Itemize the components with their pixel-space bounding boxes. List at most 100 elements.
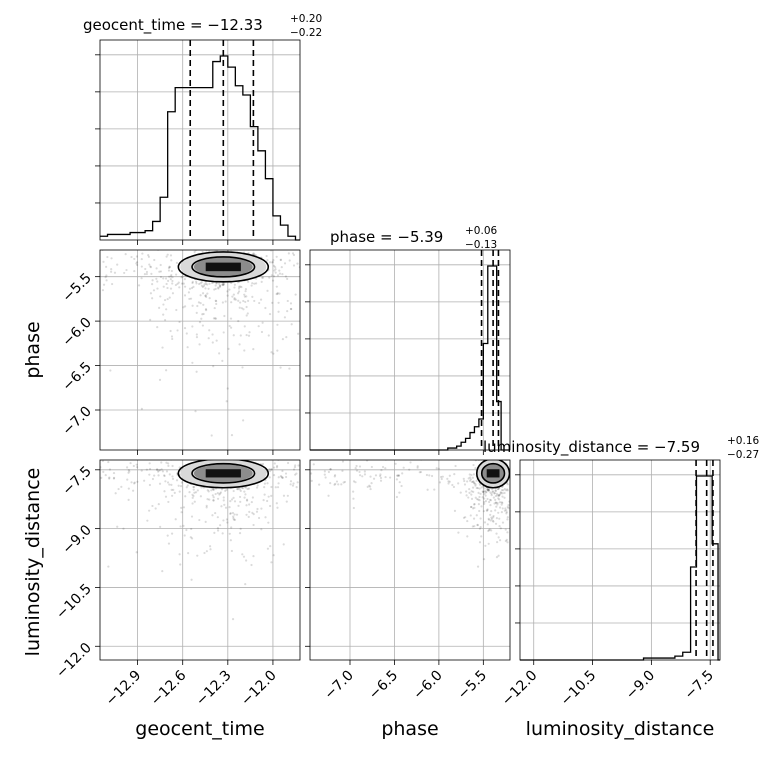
scatter-point [167, 500, 170, 504]
scatter-point [433, 488, 436, 491]
scatter-point [137, 284, 141, 287]
scatter-point [168, 296, 171, 299]
scatter-point [129, 461, 132, 465]
scatter-point [149, 265, 152, 268]
scatter-point [395, 478, 398, 481]
scatter-point [248, 331, 251, 334]
scatter-point [471, 476, 474, 479]
scatter-point [212, 496, 215, 499]
scatter-point [526, 508, 528, 510]
scatter-point [465, 490, 468, 493]
scatter-point [238, 285, 241, 288]
scatter-point [270, 468, 273, 471]
scatter-point [229, 454, 231, 456]
scatter-point [284, 472, 288, 475]
scatter-point [233, 518, 237, 521]
scatter-point [191, 493, 194, 496]
scatter-point [191, 502, 194, 505]
scatter-point [282, 494, 286, 497]
scatter-point [158, 306, 161, 309]
scatter-point [240, 307, 243, 310]
scatter-point [237, 290, 241, 293]
scatter-point [232, 456, 234, 458]
scatter-point [505, 538, 508, 541]
scatter-point [257, 516, 261, 520]
scatter-point [243, 496, 246, 499]
scatter-point [140, 407, 143, 410]
scatter-point [188, 297, 191, 301]
scatter-point [193, 500, 196, 503]
scatter-point [253, 299, 256, 303]
scatter-point [497, 511, 500, 514]
scatter-point [463, 483, 467, 486]
scatter-point [492, 516, 495, 519]
scatter-point [148, 462, 151, 465]
scatter-point [489, 491, 492, 494]
scatter-point [195, 370, 198, 373]
scatter-point [218, 282, 221, 285]
scatter-point [179, 485, 183, 488]
scatter-point [107, 460, 110, 464]
scatter-point [133, 481, 136, 484]
xtick-label-geocent_time: −12.3 [193, 668, 235, 710]
scatter-point [435, 467, 438, 470]
scatter-point [277, 301, 280, 304]
scatter-point [370, 482, 373, 485]
scatter-point [506, 516, 509, 519]
scatter-point [506, 541, 509, 544]
scatter-point [472, 517, 476, 520]
scatter-point [281, 476, 284, 479]
scatter-point [272, 466, 276, 469]
xlabel-luminosity-distance: luminosity_distance [526, 718, 715, 740]
scatter-point [366, 485, 369, 488]
scatter-point [130, 255, 133, 259]
scatter-point [515, 484, 517, 486]
scatter-point [188, 287, 192, 290]
scatter-point [208, 297, 211, 300]
scatter-point [266, 499, 269, 503]
scatter-point [270, 351, 273, 354]
scatter-point [350, 457, 352, 459]
scatter-point [478, 499, 481, 502]
scatter-point [239, 500, 242, 503]
scatter-point [222, 519, 225, 522]
scatter-point [422, 445, 424, 447]
scatter-point [462, 477, 465, 480]
scatter-point [482, 510, 485, 513]
scatter-point [285, 241, 287, 243]
scatter-point [222, 283, 225, 286]
scatter-point [490, 492, 493, 495]
scatter-point [175, 261, 179, 264]
scatter-point [223, 503, 226, 506]
scatter-point [273, 462, 276, 465]
scatter-point [270, 468, 273, 471]
scatter-point [182, 506, 186, 509]
scatter-point [176, 282, 179, 286]
scatter-point [522, 477, 524, 479]
scatter-point [249, 452, 251, 454]
scatter-point [472, 480, 475, 483]
xtick-label-geocent_time: −12.6 [148, 667, 190, 709]
scatter-point [224, 300, 227, 303]
scatter-point [261, 276, 265, 279]
scatter-point [203, 283, 206, 286]
scatter-point [230, 434, 234, 437]
scatter-point [279, 366, 282, 369]
scatter-point [453, 509, 457, 512]
scatter-point [490, 494, 493, 497]
scatter-point [238, 532, 242, 535]
scatter-point [241, 487, 245, 490]
scatter-point [474, 496, 477, 499]
scatter-point [291, 484, 295, 487]
scatter-point [395, 495, 399, 499]
scatter-point [512, 500, 514, 502]
scatter-point [178, 320, 181, 324]
scatter-point [239, 489, 242, 493]
scatter-point [473, 481, 476, 485]
scatter-point [218, 284, 222, 287]
scatter-point [346, 486, 348, 488]
scatter-point [167, 244, 169, 246]
scatter-point [368, 485, 372, 488]
scatter-point [210, 434, 213, 437]
scatter-point [481, 490, 484, 493]
